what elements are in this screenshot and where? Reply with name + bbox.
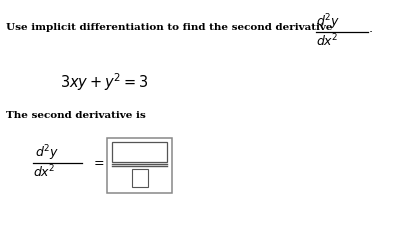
Text: $3xy + y^2 = 3$: $3xy + y^2 = 3$ bbox=[60, 71, 149, 93]
Bar bbox=[131, 169, 148, 187]
Text: .: . bbox=[369, 22, 373, 34]
Text: $dx^{2}$: $dx^{2}$ bbox=[316, 33, 339, 50]
Text: $d^{2}y$: $d^{2}y$ bbox=[35, 143, 59, 163]
Text: Use implicit differentiation to find the second derivative: Use implicit differentiation to find the… bbox=[6, 23, 332, 32]
Text: $d^{2}y$: $d^{2}y$ bbox=[316, 12, 340, 32]
Text: $dx^{2}$: $dx^{2}$ bbox=[33, 164, 55, 181]
Bar bbox=[112, 142, 167, 162]
Text: The second derivative is: The second derivative is bbox=[6, 110, 146, 119]
Text: $=$: $=$ bbox=[91, 155, 105, 169]
Bar bbox=[107, 138, 172, 193]
